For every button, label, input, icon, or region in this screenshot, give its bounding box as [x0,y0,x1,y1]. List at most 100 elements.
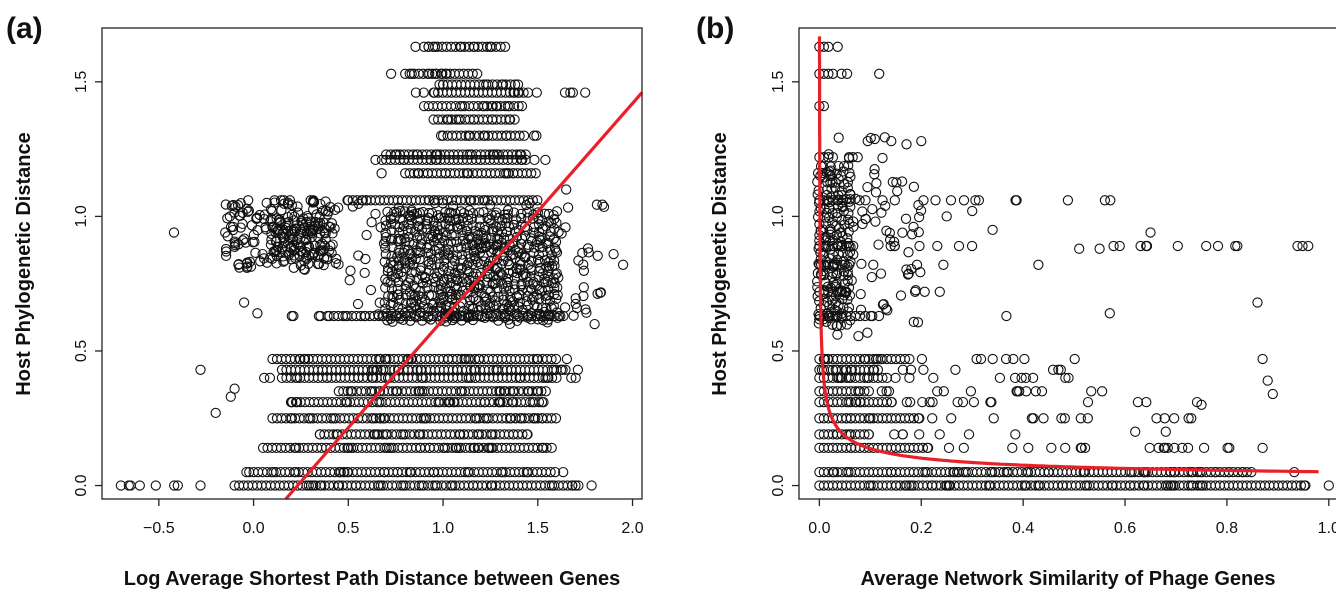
panel-a-point [501,299,513,310]
panel-a-point [491,149,503,160]
panel-b-x-tick-label: 0.6 [1114,520,1136,537]
panel-b-point [817,167,828,179]
panel-a-point [322,310,333,322]
panel-a-point [462,312,473,323]
panel-a-point [312,223,324,234]
panel-b-point [874,68,885,79]
panel-b-point [870,187,882,198]
panel-a-point [410,41,421,52]
panel-a-point [538,442,549,454]
panel-a-point [381,442,392,454]
panel-a-point [443,266,455,277]
panel-b-point [843,466,854,478]
panel-a-point [479,130,490,141]
panel-a-point [491,100,503,112]
panel-b-point [1096,386,1108,397]
panel-a-x-tick-label: 1.0 [432,520,454,537]
panel-b-point [901,264,912,275]
panel-a-point [412,168,424,179]
panel-a-point [353,372,364,384]
panel-a-point [308,480,319,491]
panel-a-point [403,231,414,243]
panel-b-point [859,429,870,440]
panel-b-point [986,466,998,478]
panel-a-point [225,391,236,402]
panel-b-point [1303,240,1314,252]
panel-a-point [537,247,548,258]
panel-a-x-tick-label: 2.0 [621,520,643,537]
panel-a-point [398,429,409,440]
panel-a-point [474,221,485,232]
panel-b-point [889,429,900,440]
panel-a-point [558,466,569,478]
panel-b-point [896,176,908,187]
panel-b-point [1063,372,1074,384]
panel-a-point [450,442,461,454]
panel-a-point [289,252,300,263]
panel-a-point [562,202,574,213]
panel-b-point [830,364,841,375]
panel-a-point [531,87,542,98]
panel-a-point [443,239,454,250]
panel-a-point [243,205,255,216]
panel-a-point [467,271,479,282]
panel-a-point [303,353,314,365]
panel-a-point [379,466,390,478]
panel-b-point [958,442,969,454]
panel-b-x-tick-label: 0.8 [1216,520,1238,537]
panel-a-point [490,241,502,252]
panel-a-point [597,199,608,210]
panel-a-point [456,386,468,397]
panel-a-point [536,413,548,424]
panel-b-point [1008,353,1019,365]
panel-a-point [534,308,546,320]
panel-a-point [322,372,333,384]
panel-a-point [552,289,563,301]
panel-b-point [855,396,866,408]
panel-a-point [270,224,282,235]
panel-b-point [842,214,854,225]
panel-a-point [292,207,304,218]
panel-a-point [551,206,563,217]
panel-a-point [392,466,403,478]
panel-a-point [446,114,457,125]
panel-b-point [908,413,920,424]
panel-a-point [502,280,513,291]
panel-b-point [1125,480,1136,491]
panel-a-point [536,386,547,397]
panel-b-point [1141,396,1152,408]
panel-a-point [255,256,266,267]
panel-a-point [271,245,282,256]
panel-a-point [514,149,526,160]
panel-b-point [994,372,1006,384]
panel-a-point [550,236,562,248]
panel-a-point [508,429,519,440]
panel-a-y-tick-label: 1.0 [73,205,90,227]
panel-a-point [496,226,508,238]
panel-a-point [400,258,411,269]
panel-a-point [314,429,326,440]
panel-b-point [914,429,925,440]
panel-b-point [934,286,945,297]
panel-a-point [359,310,370,322]
panel-b-point [986,396,997,408]
panel-a-point [410,87,422,98]
panel-a-point [379,297,390,308]
panel-a-point [451,364,463,375]
panel-a-point [526,255,537,266]
panel-b-point [1144,442,1155,454]
panel-a-point [511,315,523,327]
panel-a-point [521,199,532,211]
panel-a-point [423,290,435,301]
panel-a-point [468,247,479,258]
panel-a-point [439,235,450,246]
panel-b-point [877,372,888,384]
panel-a-point [368,413,379,424]
panel-b-point [910,285,921,296]
panel-a-point [501,217,512,229]
panel-a-point [381,353,392,365]
panel-a-point [487,114,498,125]
panel-a-point [395,234,407,245]
panel-b-point [1153,442,1164,454]
